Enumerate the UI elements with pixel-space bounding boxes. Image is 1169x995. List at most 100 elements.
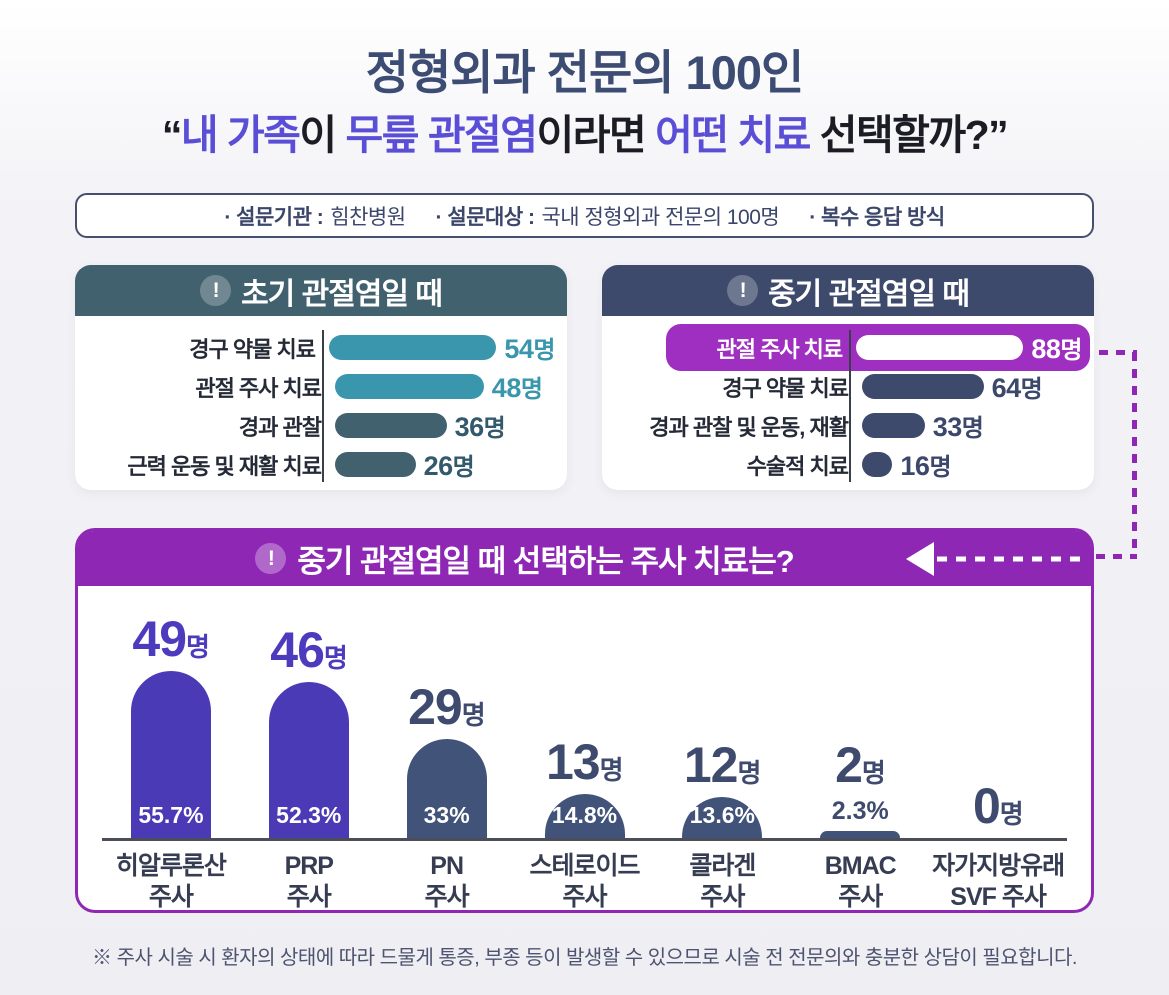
column-value: 29명 [408,679,486,736]
survey-method: · 복수 응답 방식 [809,201,945,231]
subtitle-part-accent: 어떤 치료 [655,112,811,158]
column-percent: 52.3% [276,802,342,828]
early-arthritis-panel: ! 초기 관절염일 때 경구 약물 치료 54명 관절 주사 치료 48명 경과 [75,265,567,490]
bar-row-label: 근력 운동 및 재활 치료 [127,453,322,479]
column-bar: 52.3% [268,681,349,838]
bar [335,413,447,438]
category-label: PN 주사 [424,852,470,911]
column-percent: 33% [423,802,470,828]
bar-row: 경구 약물 치료 54명 [83,328,555,367]
chart-column: 46명 52.3% [240,625,378,838]
bar-row-label: 경과 관찰 및 운동, 재활 [649,414,849,440]
mid-panel-title: 중기 관절염일 때 [768,277,970,311]
bar [862,374,984,399]
bar-row: 수술적 치료 16명 [610,445,1082,484]
bar-row-label: 경과 관찰 [238,414,322,440]
dashed-connector-vertical [1132,352,1137,556]
bar [862,413,925,438]
column-value: 49명 [132,611,210,668]
column-percent: 2.3% [831,797,889,826]
column-bar [820,831,901,838]
exclamation-icon: ! [255,543,287,574]
chart-column: 2명 2.3% [791,740,929,838]
category-label: 스테로이드 주사 [529,852,641,911]
category-label: 콜라겐 주사 [689,852,756,911]
early-panel-title: 초기 관절염일 때 [241,277,443,311]
subtitle-part-accent: 무릎 관절염 [345,112,539,158]
survey-target-label: · 설문대상 : [435,205,535,229]
subtitle-part: “ [161,112,183,158]
category-label: BMAC 주사 [824,852,897,911]
bar-row-label: 수술적 치료 [746,453,849,479]
injection-panel-header: ! 중기 관절염일 때 선택하는 주사 치료는? [78,531,1091,586]
subtitle-part: 이라면 [536,112,656,158]
bar-value: 16명 [900,451,952,481]
column-bar: 13.6% [682,797,763,838]
injection-panel-title: 중기 관절염일 때 선택하는 주사 치료는? [297,544,794,579]
bar-value: 64명 [991,373,1043,403]
chart-column: 13명 14.8% [516,737,654,838]
column-value: 12명 [683,737,762,794]
column-percent: 13.6% [689,802,755,828]
survey-target-value: 국내 정형외과 전문의 100명 [541,205,780,229]
survey-institution: · 설문기관 : 힘찬병원 [224,201,406,231]
axis-line [849,330,851,482]
bar [328,335,497,360]
column-value: 46명 [270,621,348,678]
subtitle-part-accent: 내 가족 [180,112,301,158]
bar-row-label: 관절 주사 치료 [716,336,844,362]
early-panel-header: ! 초기 관절염일 때 [75,265,567,316]
dashed-connector-top [1099,350,1137,355]
bar-value: 88명 [1031,334,1082,364]
exclamation-icon: ! [200,275,232,306]
survey-institution-value: 힘찬병원 [330,205,406,229]
bar-value: 48명 [491,373,543,403]
early-panel-chart: 경구 약물 치료 54명 관절 주사 치료 48명 경과 관찰 36명 [75,316,567,484]
bar-row: 경과 관찰 및 운동, 재활 33명 [610,406,1082,445]
bar-row: 경과 관찰 36명 [83,406,555,445]
bar-row-label: 관절 주사 치료 [195,375,322,401]
bar [862,452,893,477]
bar-value: 36명 [454,412,506,442]
survey-method-label: · 복수 응답 방식 [809,205,945,229]
chart-category-labels: 히알루론산 주사 PRP 주사 PN 주사 스테로이드 주사 콜라겐 주사 BMAC 주사 … [102,851,1067,912]
column-percent: 14.8% [551,802,618,828]
bar-row-label: 경구 약물 치료 [722,375,849,401]
injection-bar-chart: 49명 55.7% 46명 52.3% 29명 33% 13명 [102,586,1067,841]
mid-arthritis-panel: ! 중기 관절염일 때 관절 주사 치료 88명 경구 약물 치료 64명 경과 [602,265,1094,490]
bar-value: 26명 [423,451,475,481]
arrow-left-icon [906,541,934,576]
survey-institution-label: · 설문기관 : [224,205,324,229]
survey-info-bar: · 설문기관 : 힘찬병원 · 설문대상 : 국내 정형외과 전문의 100명 … [75,193,1094,238]
subtitle-part: 이 [299,112,346,158]
mid-panel-chart: 관절 주사 치료 88명 경구 약물 치료 64명 경과 관찰 및 운동, 재활… [602,316,1094,484]
dashed-line-white [937,556,1087,561]
column-bar: 55.7% [130,671,211,838]
survey-target: · 설문대상 : 국내 정형외과 전문의 100명 [436,201,780,231]
column-value: 0명 [972,778,1024,834]
bar-row: 근력 운동 및 재활 치료 26명 [83,445,555,484]
page-subtitle: “내 가족이 무릎 관절염이라면 어떤 치료 선택할까?” [0,101,1169,161]
bar-value: 54명 [504,334,555,364]
column-bar: 33% [406,739,487,838]
bar-row-highlighted: 관절 주사 치료 88명 [610,324,1090,371]
exclamation-icon: ! [727,275,759,306]
bar-row: 관절 주사 치료 48명 [83,367,555,406]
column-value: 13명 [545,733,624,790]
category-label: 히알루론산 주사 [115,852,227,911]
column-value: 2명 [835,737,886,794]
category-label: 자가지방유래 SVF 주사 [932,852,1065,911]
axis-line [322,330,324,482]
bar-value: 33명 [932,412,984,442]
subtitle-part: 선택할까?” [809,112,1009,158]
chart-column: 0명 [929,781,1067,838]
category-label: PRP 주사 [284,852,334,911]
chart-column: 12명 13.6% [653,740,791,838]
column-bar: 14.8% [544,793,625,838]
mid-panel-header: ! 중기 관절염일 때 [602,265,1094,316]
page-title: 정형외과 전문의 100인 [365,46,804,99]
bar [335,374,484,399]
injection-chart-panel: ! 중기 관절염일 때 선택하는 주사 치료는? 49명 55.7% 46명 5… [75,528,1094,913]
bar-row: 경구 약물 치료 64명 [610,367,1082,406]
